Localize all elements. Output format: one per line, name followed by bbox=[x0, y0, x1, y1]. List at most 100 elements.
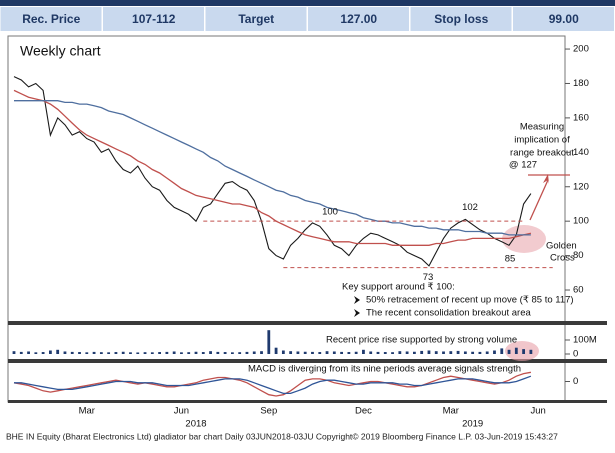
y-tick-label: 120 bbox=[573, 181, 589, 192]
volume-bar bbox=[92, 351, 96, 354]
target-arrow bbox=[529, 179, 549, 221]
volume-bar bbox=[70, 351, 74, 354]
y-tick-label: 180 bbox=[573, 78, 589, 89]
volume-bar bbox=[507, 349, 511, 354]
x-tick-label: Jun bbox=[174, 406, 189, 417]
volume-bar bbox=[19, 351, 23, 354]
cross-note: Golden bbox=[546, 241, 577, 252]
volume-bar bbox=[201, 352, 205, 354]
chart-title: Weekly chart bbox=[20, 43, 101, 59]
volume-bar bbox=[420, 350, 424, 354]
volume-bar bbox=[99, 352, 103, 354]
year-label: 2018 bbox=[185, 419, 206, 430]
volume-bar bbox=[514, 347, 518, 354]
panel-separator bbox=[8, 321, 607, 325]
volume-bar bbox=[296, 351, 300, 354]
volume-bar bbox=[172, 351, 176, 354]
volume-bar bbox=[41, 352, 45, 354]
volume-bar bbox=[362, 349, 365, 354]
volume-bar bbox=[49, 350, 52, 354]
header-text: 127.00 bbox=[340, 12, 377, 26]
support-note-title: Key support around ₹ 100: bbox=[342, 282, 455, 293]
peak-label: 102 bbox=[462, 202, 478, 213]
volume-bar bbox=[252, 351, 256, 354]
volume-bar bbox=[456, 350, 460, 354]
volume-bar bbox=[413, 351, 416, 354]
volume-bar bbox=[165, 351, 169, 354]
volume-bar bbox=[347, 352, 351, 354]
y-tick-label: 200 bbox=[573, 44, 589, 55]
support-note-point: 50% retracement of recent up move (₹ 85 … bbox=[366, 295, 574, 306]
header-cell bbox=[410, 7, 512, 31]
moving-average bbox=[14, 100, 531, 236]
y-tick-label: 100 bbox=[573, 216, 589, 227]
volume-bar bbox=[143, 352, 147, 354]
volume-bar bbox=[471, 351, 475, 354]
x-tick-label: Mar bbox=[79, 406, 95, 417]
volume-bar bbox=[158, 352, 161, 354]
volume-bar bbox=[332, 351, 336, 354]
y-tick-label: 80 bbox=[573, 250, 584, 261]
volume-bar bbox=[180, 352, 183, 354]
y-tick-label: 0 bbox=[573, 349, 578, 360]
volume-bar bbox=[442, 351, 445, 354]
volume-bar bbox=[107, 352, 111, 354]
volume-bar bbox=[187, 352, 191, 354]
volume-bar bbox=[529, 349, 533, 354]
volume-bar bbox=[289, 351, 293, 354]
volume-bar bbox=[325, 351, 329, 354]
volume-bar bbox=[56, 349, 60, 354]
breakout-note: range breakout bbox=[510, 148, 574, 159]
x-tick-label: Dec bbox=[355, 406, 372, 417]
volume-bar bbox=[340, 351, 343, 354]
y-tick-label: 160 bbox=[573, 112, 589, 123]
year-label: 2019 bbox=[462, 419, 483, 430]
breakout-note: implication of bbox=[514, 135, 570, 146]
volume-bar bbox=[238, 352, 242, 354]
volume-bar bbox=[267, 330, 271, 354]
header-text: Rec. Price bbox=[22, 12, 80, 26]
breakout-note: Measuring bbox=[520, 122, 564, 133]
volume-bar bbox=[391, 352, 394, 354]
volume-bar bbox=[485, 351, 489, 354]
volume-bar bbox=[114, 352, 118, 354]
volume-bar bbox=[274, 347, 278, 354]
level-label: 100 bbox=[322, 207, 338, 218]
volume-bar bbox=[281, 350, 285, 354]
volume-bar bbox=[216, 351, 220, 354]
golden-cross-highlight bbox=[502, 225, 546, 253]
header-cell bbox=[513, 7, 614, 31]
volume-bar bbox=[369, 351, 373, 354]
volume-bar bbox=[85, 352, 89, 354]
volume-bar bbox=[383, 352, 387, 354]
x-tick-label: Jun bbox=[530, 406, 545, 417]
header: Rec. Price 107-112 Target 127.00 Stop loss 99… bbox=[0, 7, 614, 31]
volume-bar bbox=[231, 352, 234, 354]
volume-highlight bbox=[505, 341, 539, 361]
header-text: 107-112 bbox=[132, 12, 176, 26]
volume-bar bbox=[463, 351, 467, 354]
volume-bar bbox=[150, 352, 154, 354]
header-stripe bbox=[0, 0, 615, 6]
volume-bar bbox=[63, 351, 67, 354]
header-text: Stop loss bbox=[434, 12, 488, 26]
volume-bar bbox=[136, 352, 140, 354]
volume-bar bbox=[434, 351, 438, 354]
volume-bar bbox=[78, 352, 81, 354]
volume-bar bbox=[245, 351, 249, 354]
panel-separator bbox=[8, 400, 607, 403]
header-cell bbox=[308, 7, 409, 31]
panel-separator bbox=[8, 359, 607, 363]
volume-note: Recent price rise supported by strong vo… bbox=[326, 335, 517, 346]
header-text: 99.00 bbox=[549, 12, 579, 26]
x-tick-label: Sep bbox=[260, 406, 277, 417]
volume-bar bbox=[318, 352, 322, 354]
volume-bar bbox=[34, 352, 38, 354]
macd-line bbox=[13, 371, 532, 397]
header-text: Target bbox=[238, 12, 274, 26]
moving-average bbox=[13, 89, 532, 246]
volume-bar bbox=[449, 351, 453, 354]
volume-bar bbox=[405, 351, 409, 354]
